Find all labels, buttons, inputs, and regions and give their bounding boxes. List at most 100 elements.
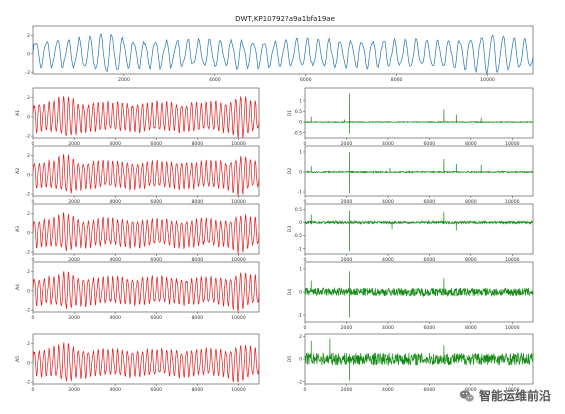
y-tick-label: 2 <box>27 95 30 101</box>
x-tick-label: 2000 <box>68 199 80 205</box>
y-axis-label: A3 <box>15 226 21 232</box>
x-tick-label: 0 <box>304 199 307 205</box>
x-tick-label: 6000 <box>424 257 436 263</box>
x-tick-label: 10000 <box>505 199 520 205</box>
watermark-text: 智能运维前沿 <box>478 389 551 403</box>
y-tick-label: -0.5 <box>293 233 302 239</box>
x-tick-label: 2000 <box>68 141 80 147</box>
wechat-icon <box>459 389 474 402</box>
x-tick-label: 0 <box>32 257 35 263</box>
x-tick-label: 6000 <box>424 141 436 147</box>
axes-frame <box>304 145 534 197</box>
x-tick-label: 2000 <box>118 77 130 83</box>
watermark: 智能运维前沿 <box>459 387 551 404</box>
x-tick-label: 4000 <box>109 199 121 205</box>
x-tick-label: 10000 <box>231 199 246 205</box>
series-line-d3 <box>304 210 534 252</box>
x-tick-label: 4000 <box>382 199 394 205</box>
series-line-a2 <box>32 154 260 196</box>
y-tick-label: 0 <box>27 172 30 178</box>
series-line-a1 <box>32 96 260 139</box>
y-axis-label: D3 <box>287 226 293 233</box>
series-line-d1 <box>304 93 534 134</box>
y-axis-label: D2 <box>287 168 293 175</box>
x-tick-label: 8000 <box>465 141 477 147</box>
axes-frame <box>304 203 534 255</box>
y-tick-label: 0 <box>27 51 30 57</box>
y-tick-label: -2 <box>25 380 30 386</box>
y-tick-label: 0.5 <box>295 207 302 213</box>
x-tick-label: 10000 <box>505 257 520 263</box>
y-tick-label: 0 <box>299 120 302 126</box>
series-line-a5 <box>32 342 260 383</box>
x-tick-label: 8000 <box>465 199 477 205</box>
x-tick-label: 6000 <box>300 77 312 83</box>
x-tick-label: 10000 <box>505 325 520 331</box>
x-tick-label: 8000 <box>192 199 204 205</box>
y-tick-label: 0 <box>27 288 30 294</box>
x-tick-label: 6000 <box>150 257 162 263</box>
y-tick-label: 0 <box>27 360 30 366</box>
x-tick-label: 8000 <box>465 387 477 393</box>
x-tick-label: 10000 <box>505 387 520 393</box>
x-tick-label: 10000 <box>231 315 246 321</box>
x-tick-label: 2000 <box>68 257 80 263</box>
x-tick-label: 4000 <box>109 257 121 263</box>
y-tick-label: -2 <box>25 70 30 76</box>
y-tick-label: 0 <box>27 114 30 120</box>
series-line-d5 <box>304 338 534 381</box>
x-tick-label: 0 <box>304 387 307 393</box>
x-tick-label: 2000 <box>341 141 353 147</box>
y-tick-label: 0 <box>27 230 30 236</box>
x-tick-label: 6000 <box>150 387 162 393</box>
x-tick-label: 6000 <box>424 325 436 331</box>
x-tick-label: 10000 <box>505 141 520 147</box>
y-tick-label: 0 <box>299 170 302 176</box>
series-line-a4 <box>32 271 260 312</box>
axes-frame <box>304 87 534 139</box>
y-tick-label: -2 <box>25 308 30 314</box>
x-tick-label: 2000 <box>341 257 353 263</box>
x-tick-label: 4000 <box>109 141 121 147</box>
y-tick-label: 2 <box>27 33 30 39</box>
series-line-d2 <box>304 151 534 194</box>
y-tick-label: -1 <box>297 190 302 196</box>
x-tick-label: 4000 <box>382 141 394 147</box>
y-tick-label: 2 <box>27 153 30 159</box>
x-tick-label: 6000 <box>424 199 436 205</box>
x-tick-label: 0 <box>304 141 307 147</box>
y-tick-label: 0 <box>299 357 302 363</box>
panel-original: 2000 4000 6000 8000 10000 -2 0 2 <box>25 25 534 83</box>
x-tick-label: 4000 <box>382 325 394 331</box>
x-tick-label: 8000 <box>465 257 477 263</box>
x-tick-label: 0 <box>304 325 307 331</box>
x-tick-label: 2000 <box>341 325 353 331</box>
x-tick-label: 6000 <box>150 141 162 147</box>
y-tick-label: 1 <box>299 150 302 156</box>
y-tick-label: 2 <box>27 211 30 217</box>
y-axis-label: A5 <box>15 356 21 362</box>
y-tick-label: -0.5 <box>293 130 302 136</box>
y-tick-label: -1 <box>297 246 302 252</box>
y-axis-label: D4 <box>287 289 293 296</box>
y-axis-label: D1 <box>287 110 293 117</box>
y-tick-label: 1 <box>299 267 302 273</box>
y-axis-label: A4 <box>15 284 21 290</box>
y-tick-label: 0 <box>299 220 302 226</box>
x-tick-label: 0 <box>32 387 35 393</box>
panel-d3: 0 2000 4000 6000 8000 10000 -1 -0.5 0 0.5 D3 <box>287 203 534 263</box>
x-tick-label: 4000 <box>109 315 121 321</box>
x-tick-label: 2000 <box>68 387 80 393</box>
figure-title: DWT,KP10792?a9a1bfa19ae <box>235 15 335 23</box>
y-axis-label: D5 <box>287 356 293 363</box>
y-tick-label: -1 <box>297 313 302 319</box>
x-tick-label: 10000 <box>480 77 495 83</box>
x-tick-label: 8000 <box>192 315 204 321</box>
